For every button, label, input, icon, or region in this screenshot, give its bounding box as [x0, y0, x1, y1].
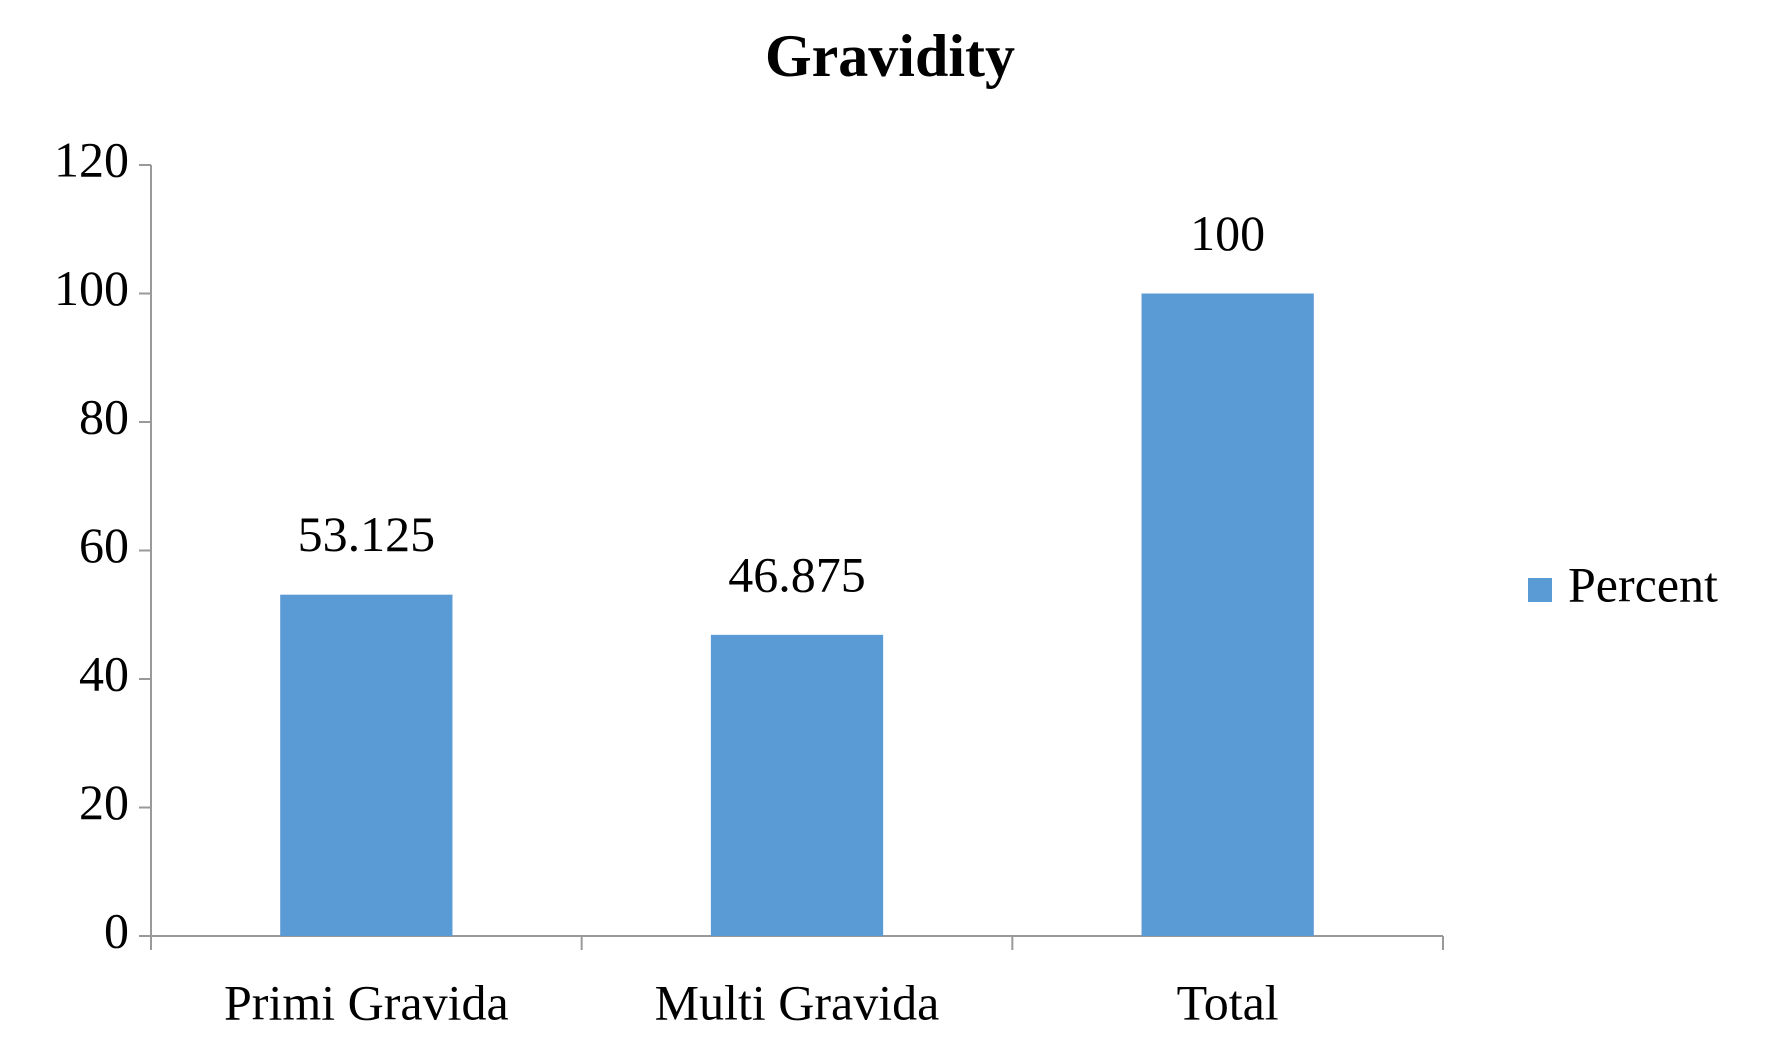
y-tick-label: 0 [104, 902, 129, 958]
y-tick-label: 80 [79, 388, 129, 444]
y-tick-label: 60 [79, 517, 129, 573]
data-label: 46.875 [728, 546, 866, 602]
y-tick-label: 20 [79, 774, 129, 830]
y-tick-label: 100 [54, 260, 129, 316]
bar [280, 594, 453, 936]
y-tick-label: 40 [79, 645, 129, 701]
chart-title: Gravidity [765, 23, 1015, 89]
data-label: 100 [1190, 205, 1265, 261]
bar [710, 634, 884, 936]
legend-label: Percent [1568, 556, 1718, 612]
bar [1141, 293, 1314, 936]
y-tick-label: 120 [54, 131, 129, 187]
x-tick-label: Primi Gravida [224, 974, 509, 1030]
legend-swatch [1528, 578, 1552, 602]
x-tick-label: Total [1177, 974, 1279, 1030]
x-tick-label: Multi Gravida [655, 974, 940, 1030]
data-label: 53.125 [298, 506, 436, 562]
